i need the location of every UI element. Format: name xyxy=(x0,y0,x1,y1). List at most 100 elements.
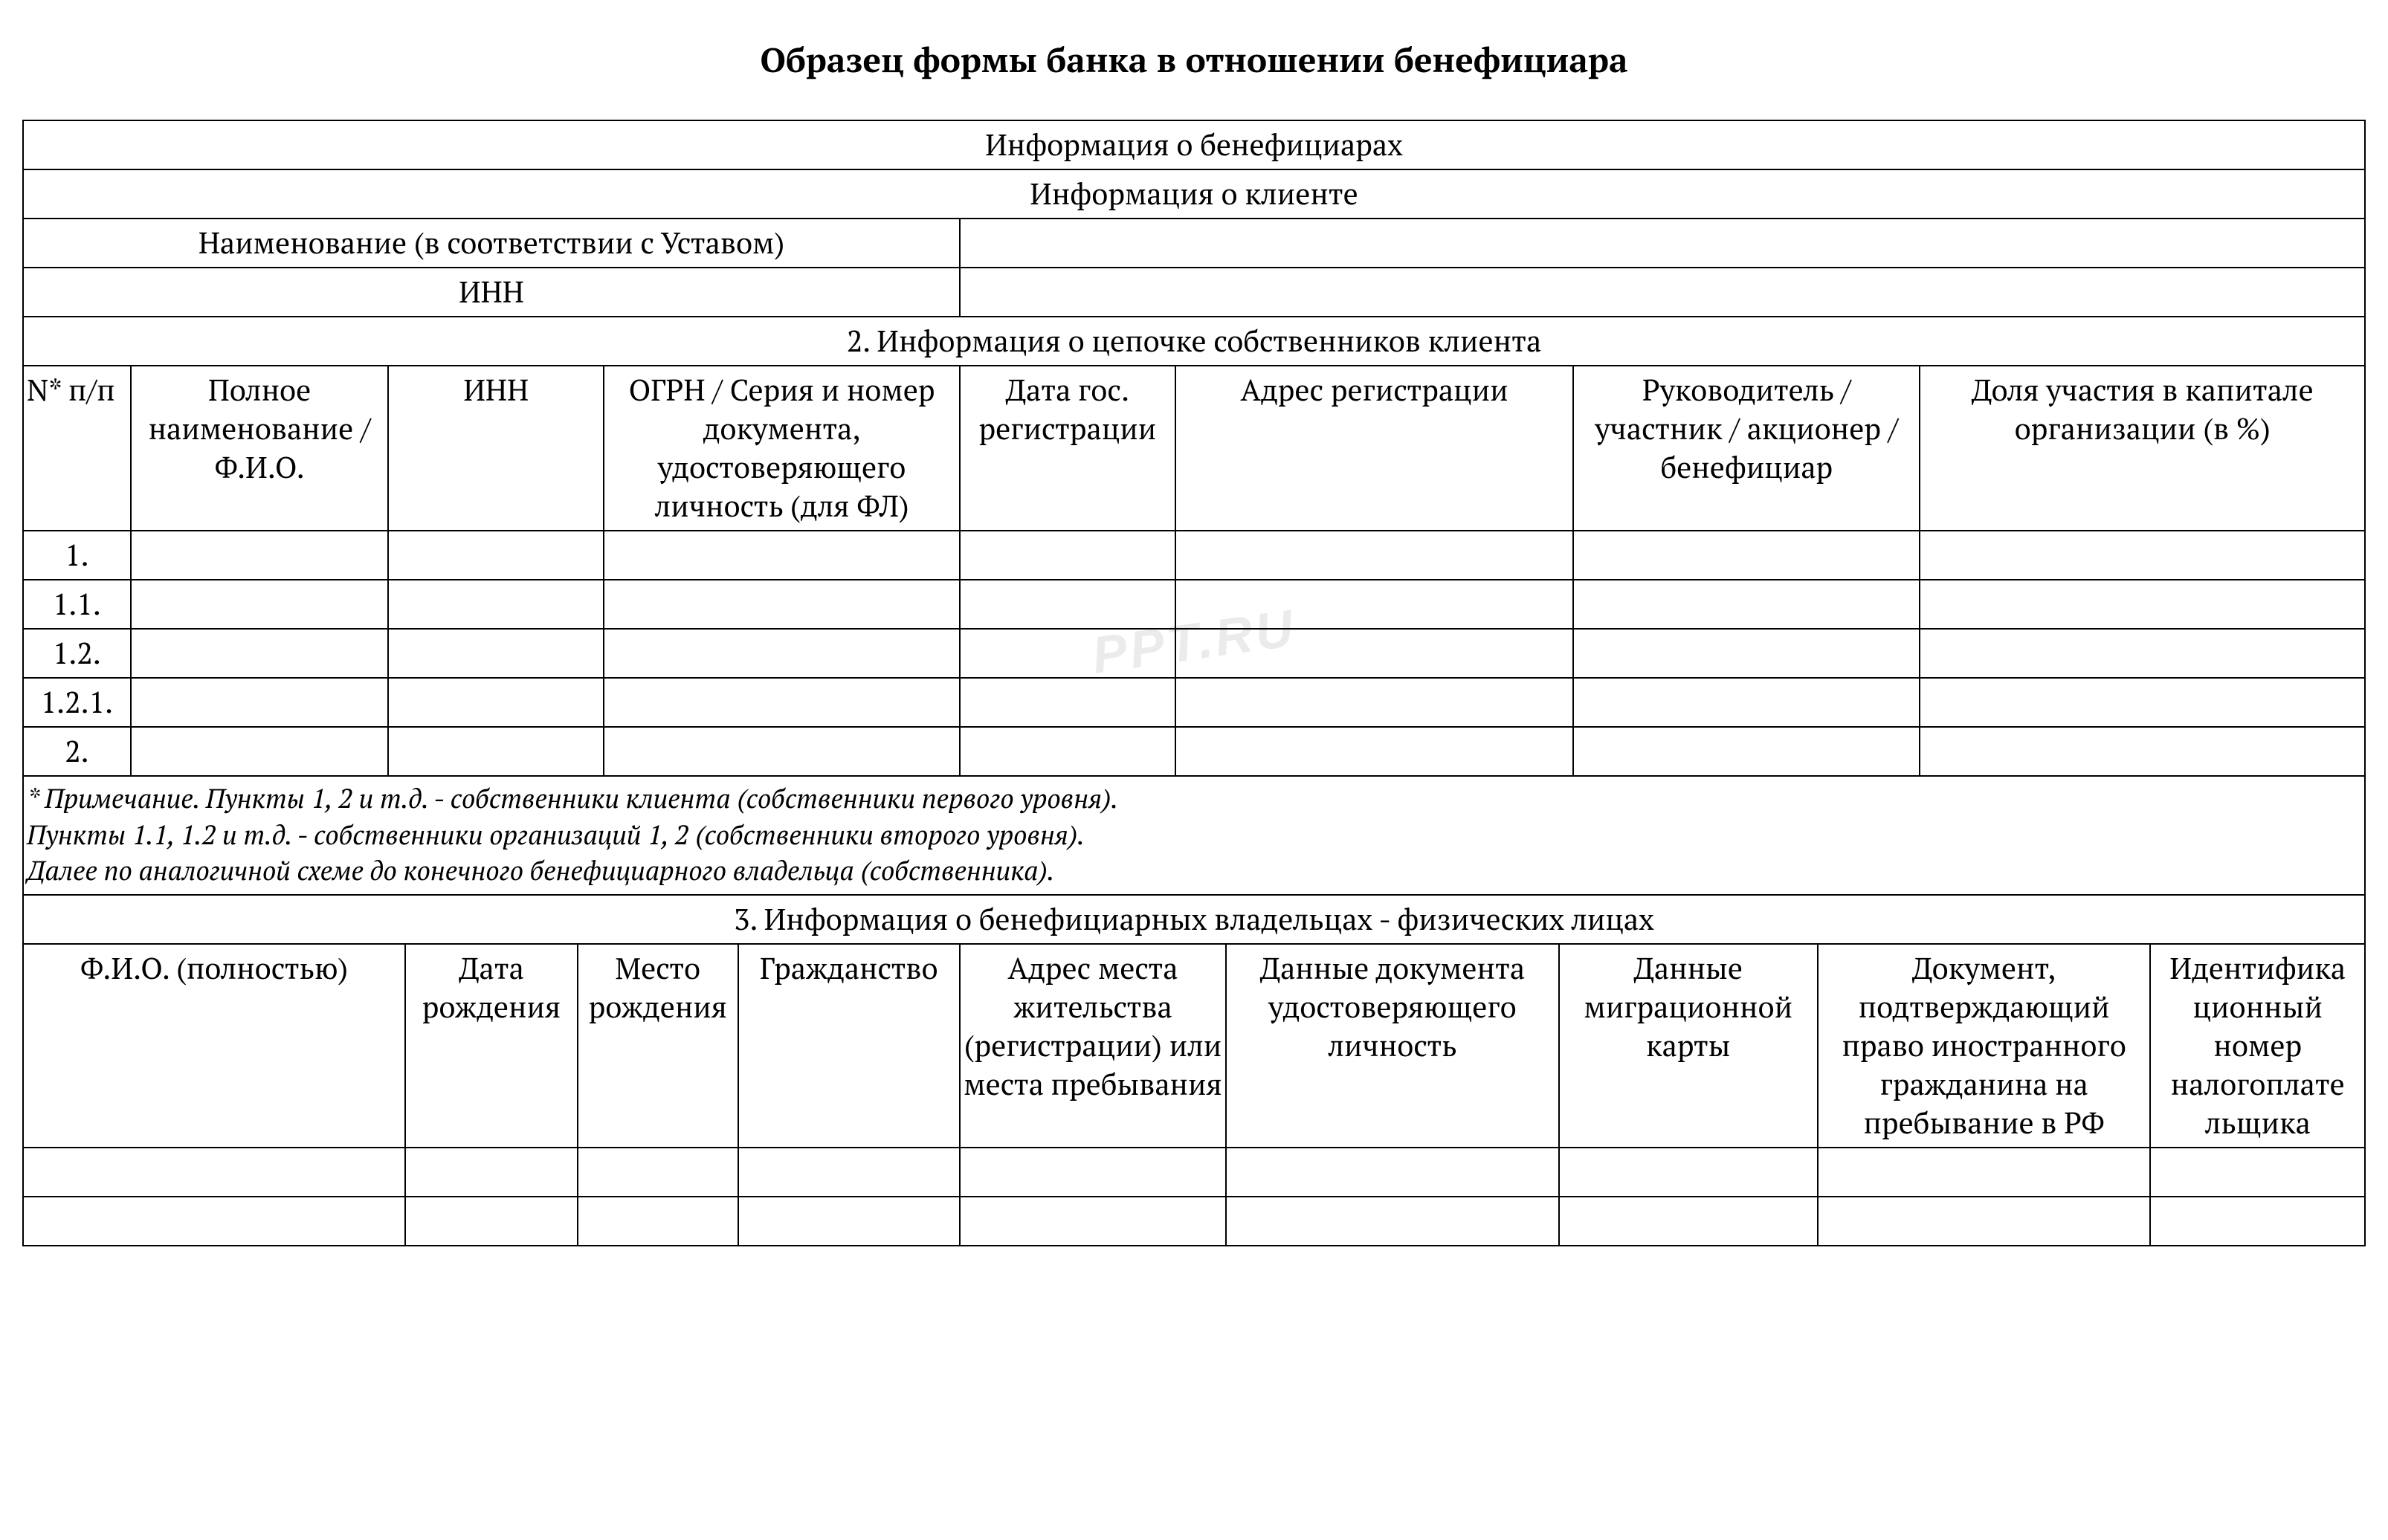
table-cell xyxy=(405,1197,578,1246)
section1-heading-beneficiaries: Информация о бенефициарах xyxy=(23,120,2365,169)
section3-col-pob: Место рождения xyxy=(578,944,738,1148)
section3-col-cit: Гражданство xyxy=(738,944,960,1148)
table-cell xyxy=(2150,1197,2365,1246)
section3-col-dob: Дата рождения xyxy=(405,944,578,1148)
table-cell xyxy=(1175,727,1574,776)
table-row: 1.2. xyxy=(23,629,2365,678)
table-row xyxy=(23,1148,2365,1197)
section2-col-inn: ИНН xyxy=(388,366,604,531)
table-cell xyxy=(1573,678,1920,727)
section1-inn-value xyxy=(960,268,2365,317)
section2-col-ogrn: ОГРН / Серия и номер документа, удостове… xyxy=(604,366,960,531)
table-cell xyxy=(405,1148,578,1197)
table-cell xyxy=(1175,580,1574,629)
table-cell xyxy=(131,580,389,629)
table-cell xyxy=(1559,1197,1818,1246)
section3-rows xyxy=(23,1148,2365,1246)
table-row: 1.1. xyxy=(23,580,2365,629)
table-cell xyxy=(23,1197,405,1246)
table-row: 2. xyxy=(23,727,2365,776)
table-cell xyxy=(1818,1197,2151,1246)
section1-heading-client: Информация о клиенте xyxy=(23,169,2365,219)
table-cell xyxy=(604,531,960,580)
section3-table: 3. Информация о бенефициарных владельцах… xyxy=(22,896,2366,1246)
table-row xyxy=(23,1197,2365,1246)
section2-col-num: N* п/п xyxy=(23,366,131,531)
table-cell xyxy=(604,678,960,727)
table-cell xyxy=(578,1197,738,1246)
section1-name-label: Наименование (в соответствии с Уставом) xyxy=(23,219,960,268)
section2-heading: 2. Информация о цепочке собственников кл… xyxy=(23,317,2365,366)
table-cell xyxy=(604,580,960,629)
table-cell xyxy=(388,678,604,727)
section2-col-date: Дата гос. регистрации xyxy=(960,366,1175,531)
section3-col-fio: Ф.И.О. (полностью) xyxy=(23,944,405,1148)
section2-rows: 1. 1.1. 1.2. 1.2.1. 2. xyxy=(23,531,2365,776)
section2-col-role: Руководитель / участник / акционер / бен… xyxy=(1573,366,1920,531)
table-cell xyxy=(388,580,604,629)
section1-inn-row: ИНН xyxy=(23,268,2365,317)
section2-col-share: Доля участия в капитале организации (в %… xyxy=(1920,366,2365,531)
table-cell xyxy=(1226,1197,1559,1246)
table-cell xyxy=(578,1148,738,1197)
table-cell xyxy=(1920,678,2365,727)
table-cell xyxy=(960,1148,1226,1197)
table-cell xyxy=(1920,629,2365,678)
section3-col-tin: Идентифика ционный номер налогоплате льщ… xyxy=(2150,944,2365,1148)
table-cell xyxy=(960,727,1175,776)
table-cell xyxy=(1175,629,1574,678)
row-number-cell: 1. xyxy=(23,531,131,580)
table-cell xyxy=(1175,531,1574,580)
section3-header-row: Ф.И.О. (полностью) Дата рождения Место р… xyxy=(23,944,2365,1148)
table-cell xyxy=(388,629,604,678)
table-cell xyxy=(1175,678,1574,727)
row-number-cell: 2. xyxy=(23,727,131,776)
table-cell xyxy=(960,678,1175,727)
page-title: Образец формы банка в отношении бенефици… xyxy=(22,37,2366,82)
table-cell xyxy=(1920,727,2365,776)
table-cell xyxy=(1573,580,1920,629)
section2-footnote: * Примечание. Пункты 1, 2 и т.д. - собст… xyxy=(23,776,2365,895)
table-cell xyxy=(1226,1148,1559,1197)
table-cell xyxy=(960,629,1175,678)
table-cell xyxy=(1573,727,1920,776)
table-cell xyxy=(388,727,604,776)
section3-heading-row: 3. Информация о бенефициарных владельцах… xyxy=(23,896,2365,944)
section1-heading-client-row: Информация о клиенте xyxy=(23,169,2365,219)
table-row: 1.2.1. xyxy=(23,678,2365,727)
table-cell xyxy=(2150,1148,2365,1197)
section2-col-name: Полное наименование / Ф.И.О. xyxy=(131,366,389,531)
section1-heading-beneficiaries-row: Информация о бенефициарах xyxy=(23,120,2365,169)
section2-footnote-row: * Примечание. Пункты 1, 2 и т.д. - собст… xyxy=(23,776,2365,895)
section3-col-stay: Документ, подтверждающий право иностранн… xyxy=(1818,944,2151,1148)
section1-name-row: Наименование (в соответствии с Уставом) xyxy=(23,219,2365,268)
section2-header-row: N* п/п Полное наименование / Ф.И.О. ИНН … xyxy=(23,366,2365,531)
table-cell xyxy=(960,531,1175,580)
table-cell xyxy=(960,1197,1226,1246)
table-cell xyxy=(131,629,389,678)
section2-heading-row: 2. Информация о цепочке собственников кл… xyxy=(23,317,2365,366)
section3-col-iddoc: Данные документа удостоверяющего личност… xyxy=(1226,944,1559,1148)
table-cell xyxy=(1920,580,2365,629)
table-cell xyxy=(604,629,960,678)
table-cell xyxy=(960,580,1175,629)
section3-col-addr: Адрес места жительства (регистрации) или… xyxy=(960,944,1226,1148)
section1-inn-label: ИНН xyxy=(23,268,960,317)
table-cell xyxy=(1573,531,1920,580)
row-number-cell: 1.2.1. xyxy=(23,678,131,727)
table-cell xyxy=(131,727,389,776)
table-cell xyxy=(604,727,960,776)
section3-col-migr: Данные миграционной карты xyxy=(1559,944,1818,1148)
table-cell xyxy=(131,531,389,580)
table-cell xyxy=(23,1148,405,1197)
table-cell xyxy=(738,1197,960,1246)
table-cell xyxy=(738,1148,960,1197)
form-table: Информация о бенефициарах Информация о к… xyxy=(22,120,2366,896)
table-cell xyxy=(1573,629,1920,678)
table-cell xyxy=(1559,1148,1818,1197)
page: Образец формы банка в отношении бенефици… xyxy=(22,37,2366,1246)
section3-heading: 3. Информация о бенефициарных владельцах… xyxy=(23,896,2365,944)
row-number-cell: 1.1. xyxy=(23,580,131,629)
section2-col-addr: Адрес регистрации xyxy=(1175,366,1574,531)
table-cell xyxy=(1920,531,2365,580)
